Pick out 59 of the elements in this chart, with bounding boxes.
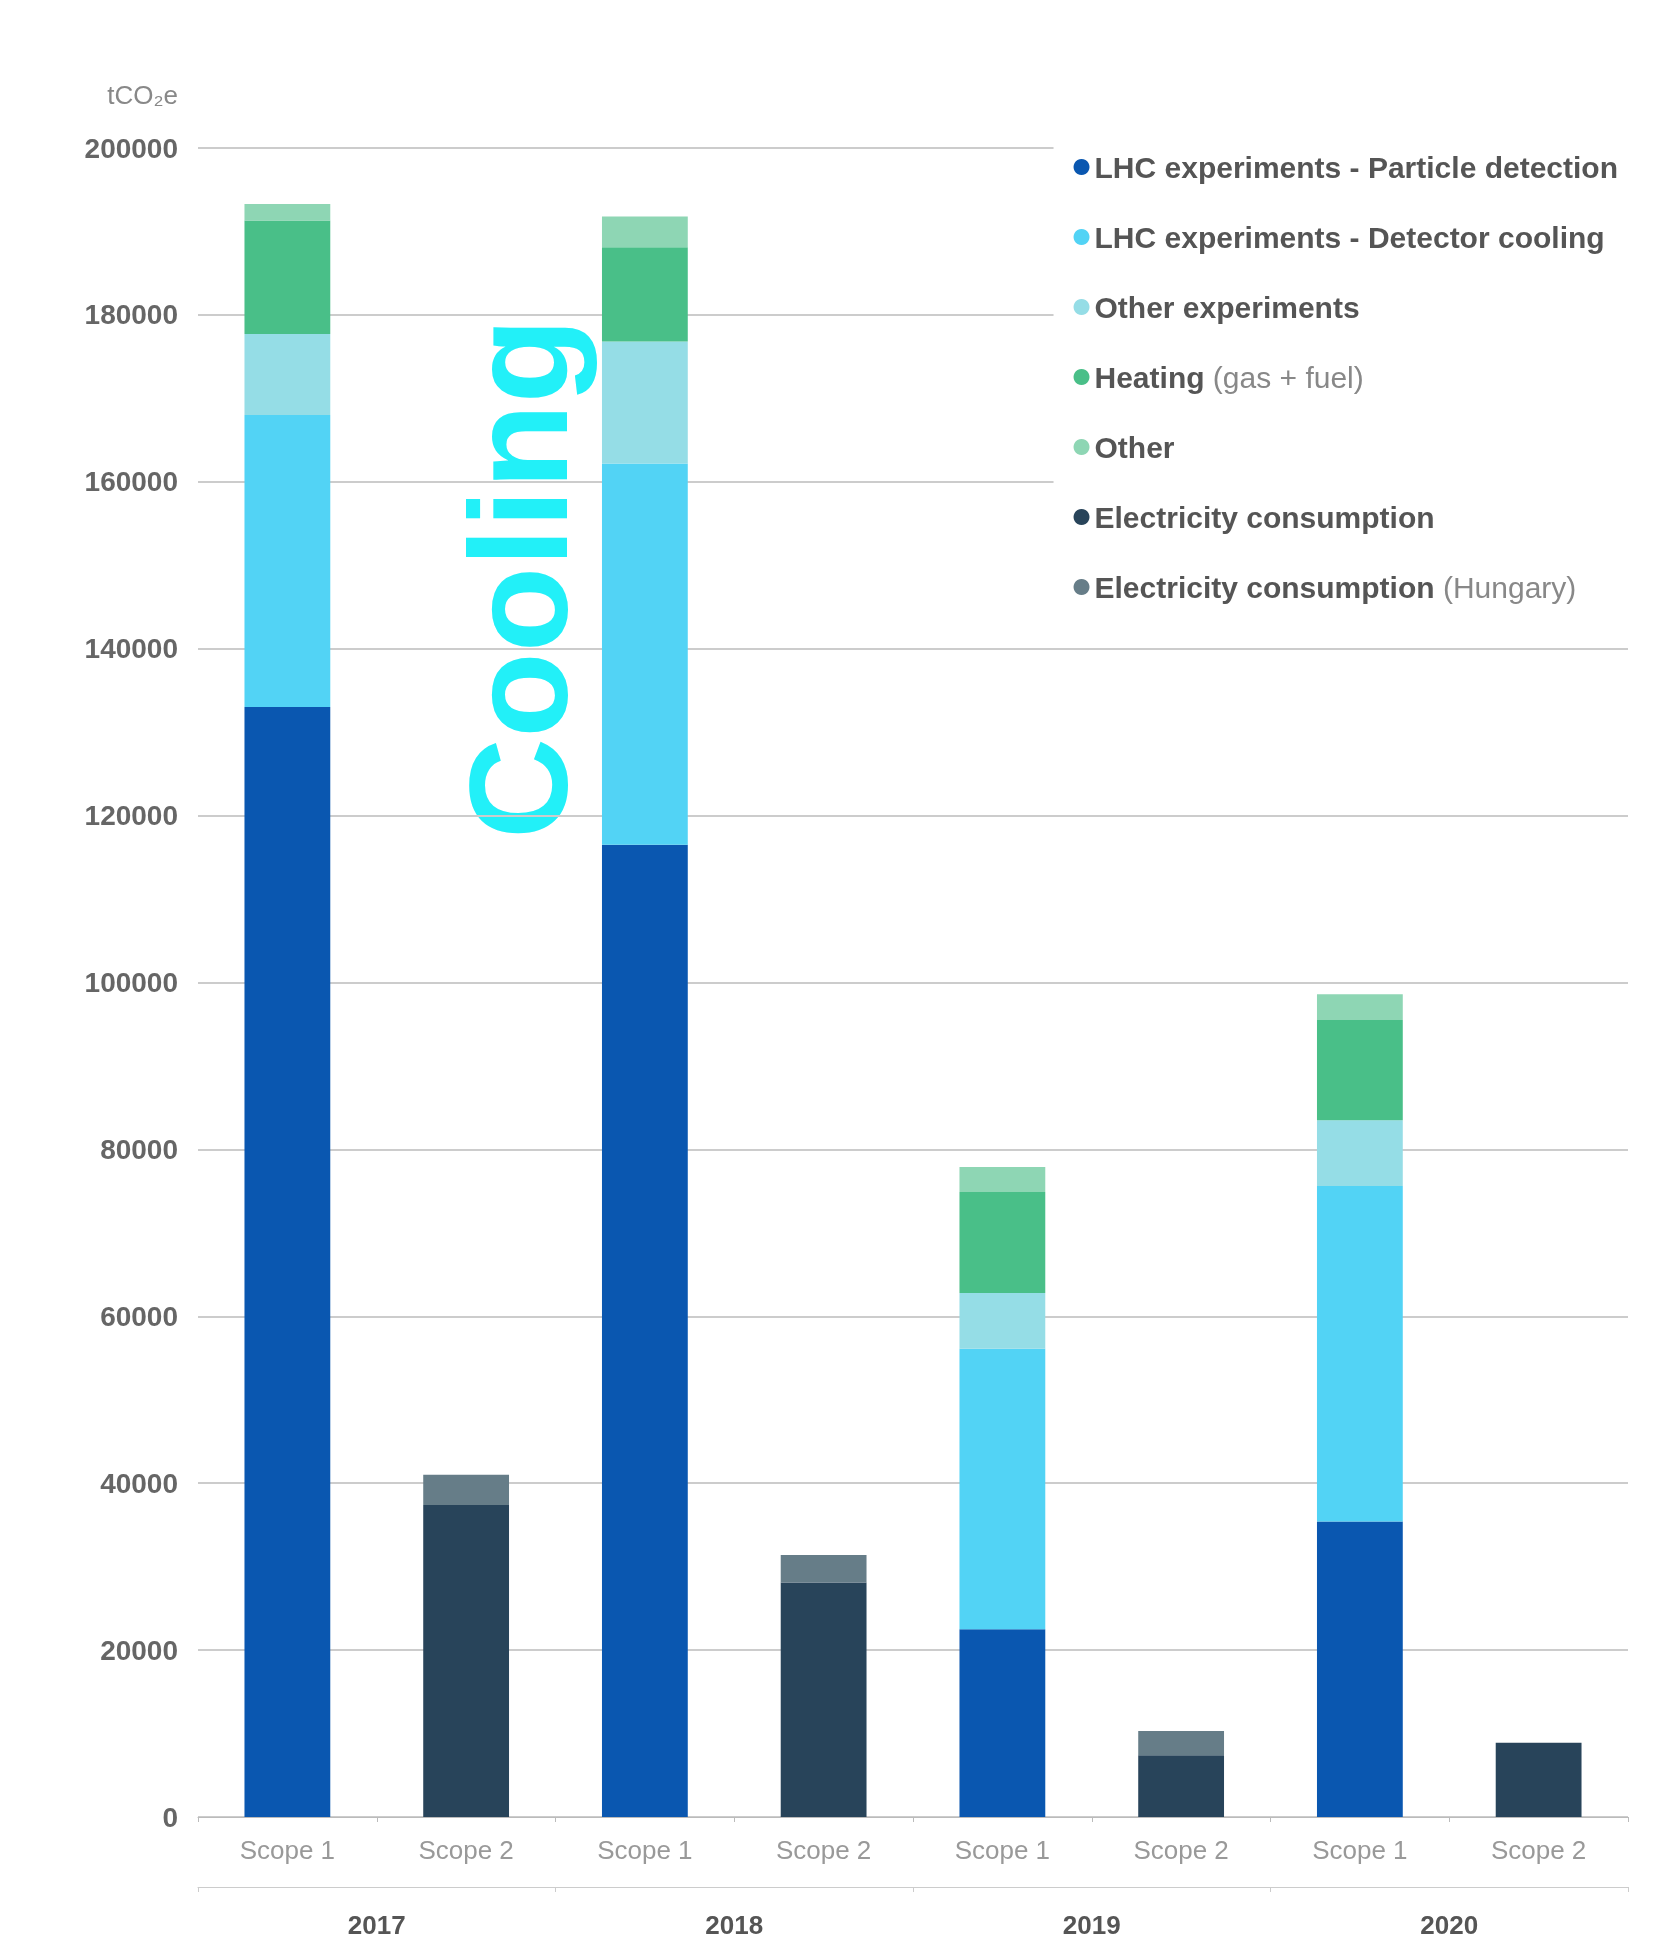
x-tick-label: Scope 2 [418, 1835, 514, 1865]
bar [780, 1554, 867, 1583]
text: 2019 [1062, 1910, 1121, 1940]
x-tick-label: Scope 1 [1312, 1835, 1408, 1865]
y-tick-label: 200000 [84, 132, 178, 164]
legend-label: Electricity consumption [1094, 500, 1435, 534]
bar [423, 1474, 510, 1505]
bar [1316, 1020, 1403, 1121]
legend-label: LHC experiments - Particle detection [1094, 150, 1619, 184]
text: 2020 [1420, 1910, 1479, 1940]
x-tick-label: Scope 2 [1490, 1835, 1587, 1865]
y-tick-label: 160000 [84, 466, 178, 498]
y-tick-label: 20000 [100, 1634, 178, 1666]
bar [601, 844, 688, 1817]
text: 2018 [705, 1910, 764, 1940]
bar [244, 203, 331, 221]
bar [601, 247, 688, 342]
x-tick-label: Scope 1 [954, 1835, 1051, 1865]
bar [1138, 1755, 1225, 1817]
x-tick-label: Scope 2 [1133, 1835, 1229, 1865]
y-tick-label: 140000 [84, 633, 178, 665]
legend-label: Electricity consumption (Hungary) [1094, 570, 1577, 604]
bar [1495, 1742, 1582, 1817]
y-axis-title: tCO₂e [107, 80, 178, 110]
legend-label: Other experiments [1094, 290, 1360, 324]
text: 2017 [347, 1910, 406, 1940]
y-tick-label: 180000 [84, 299, 178, 331]
bar [601, 463, 688, 845]
bar [244, 220, 331, 335]
bar [601, 216, 688, 248]
y-tick-label: 100000 [84, 967, 178, 998]
bar [780, 1582, 867, 1817]
y-tick-label: 0 [162, 1801, 178, 1833]
bar [1316, 1521, 1403, 1817]
legend-label: Other [1094, 430, 1175, 464]
bar [959, 1191, 1046, 1293]
bar [959, 1292, 1046, 1349]
x-tick-label: Scope 1 [239, 1835, 336, 1865]
bar [244, 415, 331, 708]
bar [1316, 994, 1403, 1021]
bar [959, 1166, 1046, 1192]
bar [1138, 1731, 1225, 1756]
bar [959, 1629, 1046, 1817]
bar [1316, 1186, 1403, 1522]
bar [244, 334, 331, 416]
y-tick-label: 80000 [100, 1133, 178, 1165]
legend-label: Heating (gas + fuel) [1094, 360, 1364, 394]
x-tick-label: Scope 1 [597, 1835, 693, 1865]
bar [1316, 1120, 1403, 1187]
bar [244, 707, 331, 1817]
y-tick-label: 40000 [100, 1467, 178, 1499]
bar [423, 1504, 510, 1817]
y-tick-label: 60000 [100, 1300, 178, 1332]
bar [601, 341, 688, 464]
legend-label: LHC experiments - Detector cooling [1094, 220, 1605, 254]
bar [959, 1348, 1046, 1630]
annotation: Cooling [439, 318, 597, 839]
y-tick-label: 120000 [84, 800, 178, 832]
x-tick-label: Scope 2 [775, 1835, 872, 1865]
